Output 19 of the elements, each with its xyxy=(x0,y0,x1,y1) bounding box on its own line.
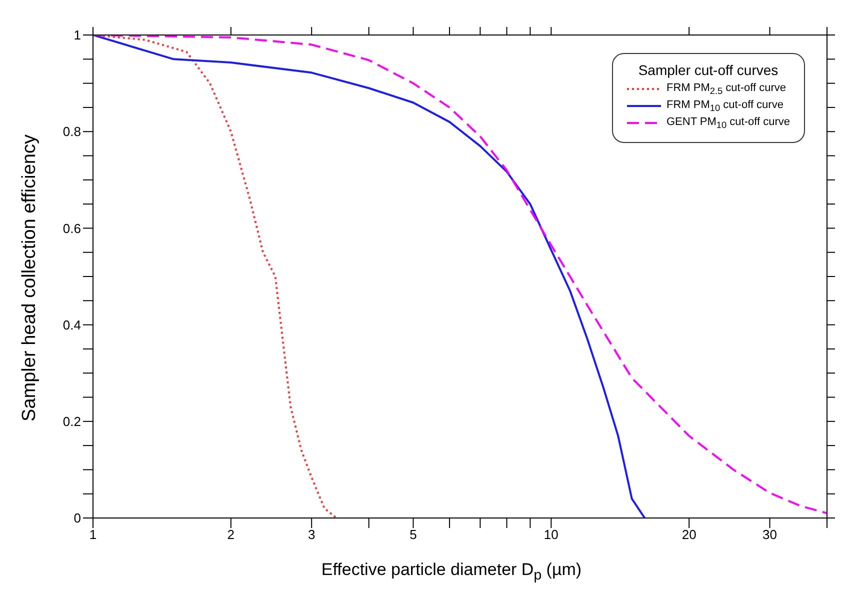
legend-title: Sampler cut-off curves xyxy=(637,62,780,78)
y-tick-label: 1 xyxy=(74,28,81,43)
x-axis-title: Effective particle diameter D$_{p}$ (µm) xyxy=(320,560,583,584)
legend-label: FRM PM$_{2.5}$ cut-off curve xyxy=(666,82,786,96)
y-tick-label: 0.4 xyxy=(62,317,81,332)
x-tick-label: 30 xyxy=(762,527,777,542)
y-axis-title: Sampler head collection efficiency xyxy=(19,134,41,422)
x-tick-label: 20 xyxy=(682,527,696,542)
y-tick-label: 0 xyxy=(74,510,81,526)
y-tick-label: 0.6 xyxy=(62,220,81,236)
x-tick-label: 2 xyxy=(227,527,235,542)
y-tick-label: 0.2 xyxy=(62,414,81,430)
legend-label: FRM PM$_{10}$ cut-off curve xyxy=(666,99,784,114)
y-tick-label: 0.8 xyxy=(62,124,81,140)
x-tick-label: 1 xyxy=(89,527,97,542)
x-tick-label: 10 xyxy=(544,527,558,542)
x-tick-label: 5 xyxy=(410,527,417,542)
legend-label: GENT PM$_{10}$ cut-off curve xyxy=(666,116,790,131)
x-tick-label: 3 xyxy=(308,527,316,542)
